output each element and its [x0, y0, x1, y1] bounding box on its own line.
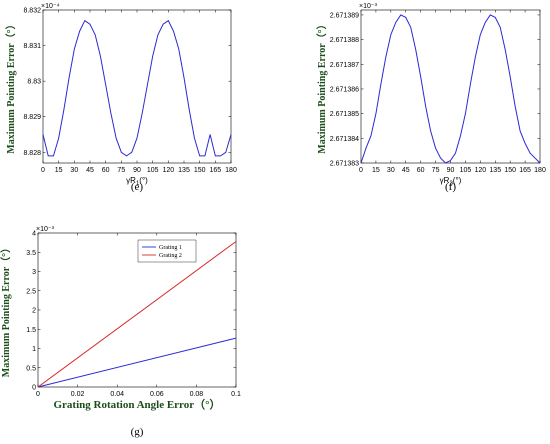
figure-caption: (e) [131, 181, 144, 193]
chart-e: 0 15 30 45 60 75 90 105 120 135 150 165 180 8.828 8.82… [4, 3, 237, 193]
y-tick-label: 2.671388 [330, 37, 359, 44]
legend: Grating 1 Grating 2 [137, 239, 197, 263]
x-tick-label: 90 [133, 167, 141, 174]
y-exponent-label: ×10⁻³ [36, 226, 55, 233]
x-tick-label: 45 [402, 167, 410, 174]
x-axis-label-unit: (°) [453, 176, 462, 185]
y-exponent-label: ×10⁻⁴ [41, 3, 60, 10]
x-tick-label: 60 [102, 167, 110, 174]
y-tick-label: 8.831 [23, 43, 41, 50]
x-tick-label: 90 [447, 167, 455, 174]
x-axis-label-main: γR [440, 176, 450, 185]
x-tick-label: 30 [387, 167, 395, 174]
y-tick-label: 2.671387 [330, 62, 359, 69]
y-tick-label: 2.671389 [330, 12, 359, 19]
x-tick-label: 0.06 [150, 391, 164, 398]
x-tick-label: 75 [117, 167, 125, 174]
series-line-grating-1 [37, 337, 237, 388]
figure-caption: (g) [131, 426, 144, 438]
x-tick-label: 0.04 [110, 391, 124, 398]
x-axis-label-subscript: 3 [449, 181, 453, 187]
x-tick-label: 75 [432, 167, 440, 174]
x-tick-label: 0 [359, 167, 363, 174]
x-tick-label: 165 [209, 167, 221, 174]
series-line-grating-2 [37, 241, 237, 388]
chart-g: 0 0.02 0.04 0.06 0.08 0.1 0 0.5 1 1.5 2 2.5 3 3.5 4×10… [0, 226, 241, 438]
y-tick-label: 3 [32, 269, 36, 276]
plot-frame [42, 9, 232, 164]
y-tick-label: 2 [32, 308, 36, 315]
plot-frame [37, 232, 237, 388]
y-exponent-label: ×10⁻³ [359, 3, 378, 10]
x-axis-label: Grating Rotation Angle Error（°） [53, 398, 220, 411]
y-tick-label: 0.5 [26, 365, 36, 372]
x-tick-label: 105 [460, 167, 472, 174]
y-axis-label: Maximum Pointing Error（°） [315, 19, 328, 153]
x-tick-label: 60 [417, 167, 425, 174]
x-tick-label: 30 [70, 167, 78, 174]
chart-f: 0 15 30 45 60 75 90 105 120 135 150 165 180 2.671383 2… [315, 3, 546, 193]
y-tick-label: 2.671385 [330, 111, 359, 118]
x-axis-label: γR3(°) [440, 176, 462, 187]
x-tick-label: 15 [55, 167, 63, 174]
y-tick-label: 1.5 [26, 327, 36, 334]
y-tick-label: 8.832 [23, 8, 41, 15]
x-axis-label: γR1(°) [126, 176, 148, 187]
x-tick-label: 45 [86, 167, 94, 174]
x-axis-label-unit: (°) [139, 176, 148, 185]
y-tick-label: 4 [32, 231, 36, 238]
plot-frame [360, 9, 541, 164]
x-tick-label: 135 [489, 167, 501, 174]
x-tick-label: 0.1 [231, 391, 241, 398]
series-line-1 [42, 19, 232, 157]
y-tick-label: 0 [32, 385, 36, 392]
x-axis-label-subscript: 1 [136, 181, 140, 187]
y-tick-label: 2.671383 [330, 161, 359, 168]
y-tick-label: 2.5 [26, 288, 36, 295]
x-tick-label: 0.02 [71, 391, 85, 398]
y-tick-label: 8.829 [23, 114, 41, 121]
y-tick-label: 2.671386 [330, 86, 359, 93]
figure-caption: (f) [445, 181, 456, 193]
y-tick-label: 3.5 [26, 250, 36, 257]
x-tick-label: 120 [474, 167, 486, 174]
x-tick-label: 180 [225, 167, 237, 174]
x-tick-label: 180 [534, 167, 546, 174]
y-tick-label: 8.828 [23, 150, 41, 157]
x-tick-label: 120 [162, 167, 174, 174]
y-tick-label: 1 [32, 346, 36, 353]
y-tick-label: 8.83 [27, 79, 41, 86]
x-tick-label: 150 [194, 167, 206, 174]
x-tick-label: 0 [36, 391, 40, 398]
series-line-1 [360, 14, 541, 164]
y-axis-label: Maximum Pointing Error（°） [4, 19, 17, 153]
x-tick-label: 0.08 [190, 391, 204, 398]
y-axis-label: Maximum Pointing Error（°） [0, 243, 12, 377]
legend-entry: Grating 1 [159, 245, 182, 251]
x-tick-label: 135 [178, 167, 190, 174]
legend-entry: Grating 2 [159, 253, 182, 259]
x-tick-label: 0 [41, 167, 45, 174]
legend-box [137, 239, 197, 263]
x-tick-label: 15 [372, 167, 380, 174]
x-tick-label: 105 [147, 167, 159, 174]
x-tick-label: 150 [504, 167, 516, 174]
x-axis-label-main: γR [126, 176, 136, 185]
y-tick-label: 2.671384 [330, 136, 359, 143]
x-tick-label: 165 [519, 167, 531, 174]
